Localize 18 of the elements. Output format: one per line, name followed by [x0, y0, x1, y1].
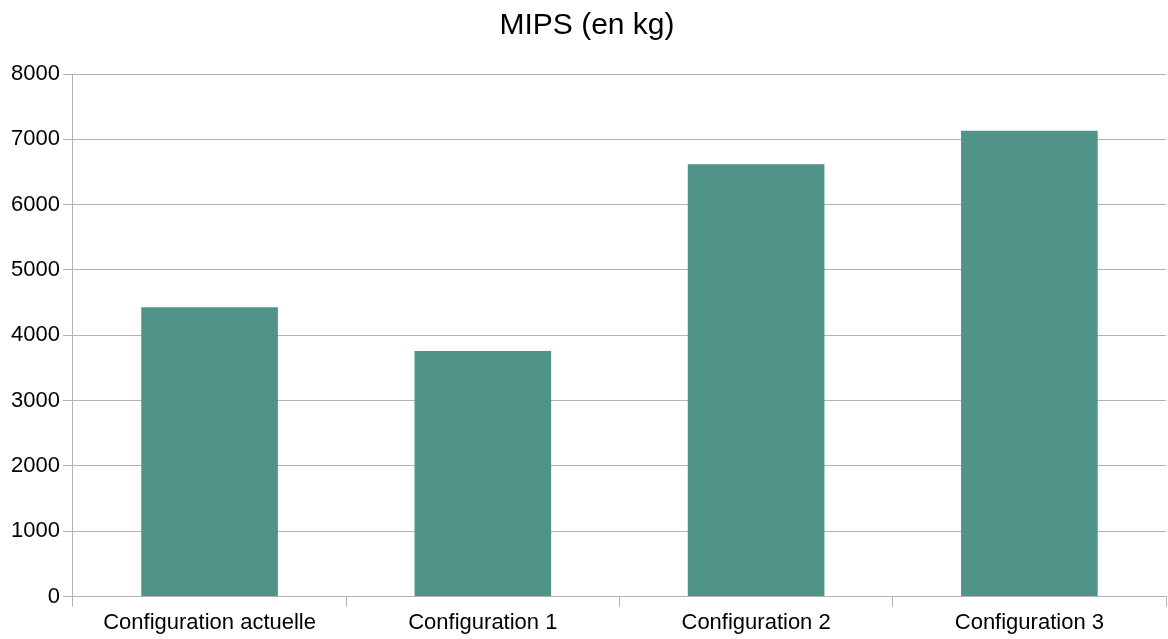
x-tick-label: Configuration actuelle	[103, 608, 316, 634]
bar	[141, 307, 278, 597]
y-tick-label: 4000	[10, 321, 60, 347]
y-tick-label: 0	[47, 582, 60, 608]
bar	[414, 350, 552, 597]
y-tick-label: 6000	[10, 190, 60, 216]
x-tick-label: Configuration 1	[408, 608, 558, 634]
bar	[961, 130, 1098, 597]
y-tick-label: 5000	[10, 256, 60, 282]
y-tick-label: 3000	[10, 386, 60, 412]
bar	[687, 164, 825, 597]
y-tick-label: 2000	[10, 452, 60, 478]
y-tick-label: 8000	[10, 60, 60, 86]
y-tick-label: 7000	[10, 125, 60, 151]
x-tick-label: Configuration 3	[954, 608, 1104, 634]
chart-title: MIPS (en kg)	[499, 7, 675, 41]
y-tick-label: 1000	[10, 517, 60, 543]
x-tick-label: Configuration 2	[681, 608, 831, 634]
